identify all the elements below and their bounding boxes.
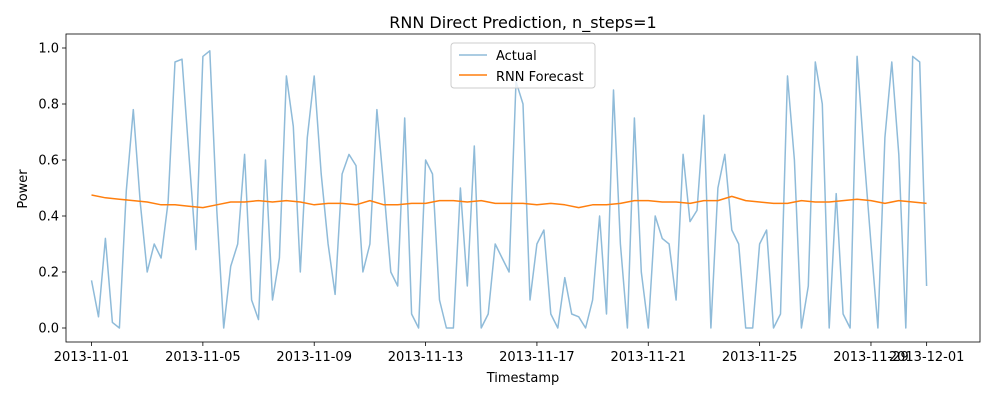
series-line-rnn-forecast xyxy=(91,194,927,209)
y-axis-title: Power xyxy=(16,169,31,209)
x-tick-label: 2013-11-29 xyxy=(833,350,909,365)
x-axis: 2013-11-01 2013-11-05 2013-11-09 2013-11-13… xyxy=(54,342,965,365)
x-axis-title: Timestamp xyxy=(486,371,560,386)
x-tick-label: 2013-11-01 xyxy=(54,350,130,365)
series-line-actual xyxy=(90,50,928,329)
x-tick-label: 2013-12-01 xyxy=(889,350,965,365)
x-tick-label: 2013-11-17 xyxy=(499,350,575,365)
x-tick-label: 2013-11-21 xyxy=(610,350,686,365)
legend-label-actual: Actual xyxy=(496,49,537,64)
x-tick-label: 2013-11-13 xyxy=(388,350,464,365)
y-tick-label: 0.4 xyxy=(38,210,59,225)
y-axis: 0.0 0.2 0.4 0.6 0.8 1.0 xyxy=(38,42,66,337)
legend: Actual RNN Forecast xyxy=(450,42,596,89)
chart-title: RNN Direct Prediction, n_steps=1 xyxy=(389,13,656,33)
x-tick-label: 2013-11-05 xyxy=(165,350,241,365)
x-tick-label: 2013-11-09 xyxy=(276,350,352,365)
y-tick-label: 1.0 xyxy=(38,42,59,57)
x-tick-label: 2013-11-25 xyxy=(722,350,798,365)
series-layer xyxy=(90,50,928,329)
y-tick-label: 0.6 xyxy=(38,154,59,169)
plot-area xyxy=(65,33,981,343)
legend-label-forecast: RNN Forecast xyxy=(496,70,584,85)
y-tick-label: 0.8 xyxy=(38,98,59,113)
y-tick-label: 0.0 xyxy=(38,322,59,337)
y-tick-label: 0.2 xyxy=(38,266,59,281)
